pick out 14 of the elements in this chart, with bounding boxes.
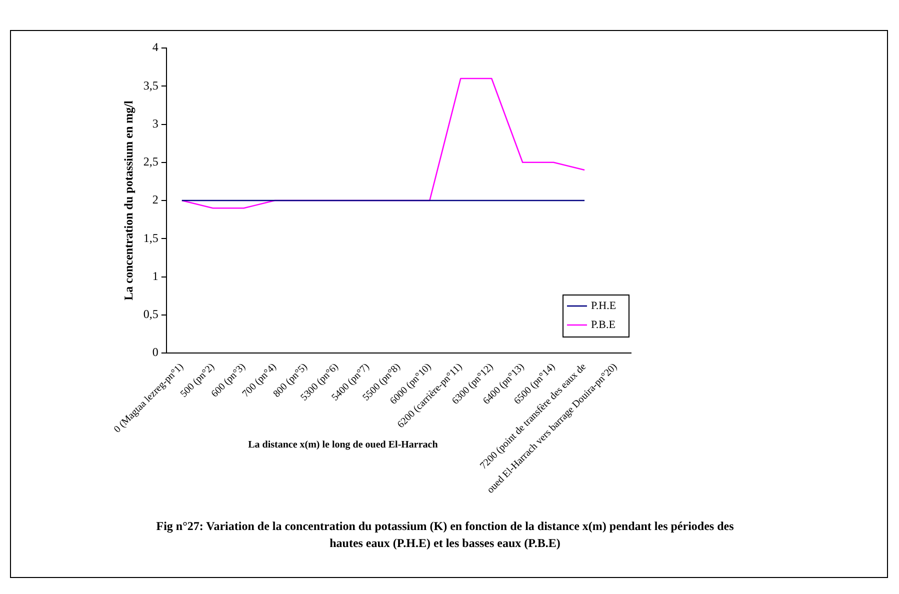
y-tick-label: 0 bbox=[152, 345, 158, 360]
y-tick-label: 1,5 bbox=[143, 230, 158, 245]
legend-label: P.B.E bbox=[591, 318, 616, 331]
y-tick-label: 2,5 bbox=[143, 154, 158, 169]
y-tick-label: 4 bbox=[152, 40, 158, 54]
y-tick-label: 3 bbox=[152, 116, 158, 130]
y-tick-label: 2 bbox=[152, 192, 158, 207]
text: Fig n°27: Variation de la concentration du potassium (K) en fonction de la distance x(m) pendant les périodes des hautes eaux (P.H.E) et les basses eaux (P.B.E) bbox=[155, 518, 735, 552]
x-axis-title: La distance x(m) le long de oued El-Harrach bbox=[248, 440, 438, 451]
y-tick-label: 3,5 bbox=[143, 78, 158, 92]
legend-label: P.H.E bbox=[591, 300, 616, 312]
y-axis-title: La concentration du potassium en mg/l bbox=[121, 100, 136, 300]
y-tick-label: 1 bbox=[152, 268, 158, 283]
y-tick-label: 0,5 bbox=[143, 307, 158, 322]
